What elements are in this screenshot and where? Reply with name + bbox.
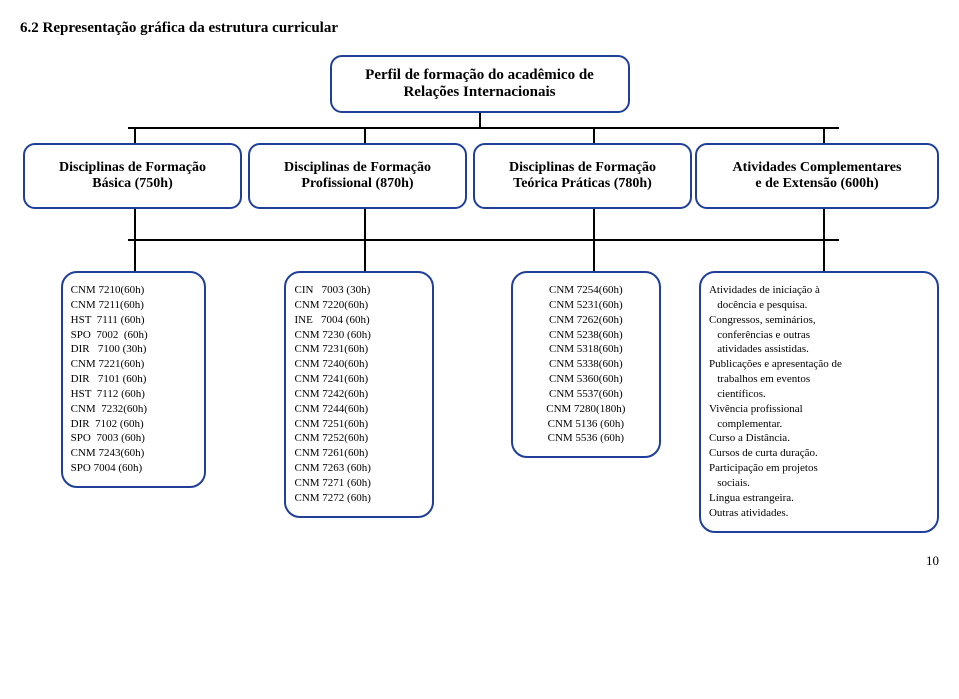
leaf-item: atividades assistidas. <box>709 342 929 357</box>
leaf-item: CNM 5338(60h) <box>521 357 651 372</box>
leaf-item: CNM 7272 (60h) <box>294 491 424 506</box>
leaf-item: CNM 7262(60h) <box>521 313 651 328</box>
leaf-item: complementar. <box>709 417 929 432</box>
connector-row <box>20 129 939 143</box>
leaf-item: CNM 5536 (60h) <box>521 431 651 446</box>
leaf-box-2: CNM 7254(60h)CNM 5231(60h)CNM 7262(60h)C… <box>511 271 661 458</box>
level2-row: Disciplinas de FormaçãoBásica (750h)Disc… <box>20 143 939 209</box>
leaf-item: CNM 7220(60h) <box>294 298 424 313</box>
section-title: 6.2 Representação gráfica da estrutura c… <box>20 20 939 37</box>
leaf-item: trabalhos em eventos <box>709 372 929 387</box>
connector <box>134 209 136 239</box>
leaf-item: CNM 7261(60h) <box>294 446 424 461</box>
leaf-item: CNM 5136 (60h) <box>521 417 651 432</box>
leaf-item: CNM 5318(60h) <box>521 342 651 357</box>
leaf-item: CNM 7230 (60h) <box>294 328 424 343</box>
leaf-item: CNM 7240(60h) <box>294 357 424 372</box>
level2-line2: Profissional (870h) <box>284 176 431 192</box>
leaf-item: CIN 7003 (30h) <box>294 283 424 298</box>
leaf-item: CNM 7241(60h) <box>294 372 424 387</box>
root-line2: Relações Internacionais <box>350 84 610 101</box>
leaf-item: conferências e outras <box>709 328 929 343</box>
leaf-item: CNM 7252(60h) <box>294 431 424 446</box>
leaf-item: Atividades de iniciação à <box>709 283 929 298</box>
leaf-row: CNM 7210(60h)CNM 7211(60h)HST 7111 (60h)… <box>20 271 939 533</box>
connector <box>134 129 136 143</box>
leaf-item: CNM 7232(60h) <box>71 402 196 417</box>
leaf-item: CNM 7231(60h) <box>294 342 424 357</box>
leaf-item: Língua estrangeira. <box>709 491 929 506</box>
connector <box>823 241 825 271</box>
leaf-item: HST 7112 (60h) <box>71 387 196 402</box>
connector-row <box>20 209 939 239</box>
leaf-item: DIR 7100 (30h) <box>71 342 196 357</box>
leaf-item: SPO 7003 (60h) <box>71 431 196 446</box>
leaf-item: Vivência profissional <box>709 402 929 417</box>
leaf-item: CNM 7271 (60h) <box>294 476 424 491</box>
leaf-item: SPO 7002 (60h) <box>71 328 196 343</box>
connector-row <box>20 241 939 271</box>
connector <box>593 129 595 143</box>
leaf-item: DIR 7102 (60h) <box>71 417 196 432</box>
leaf-item: Congressos, seminários, <box>709 313 929 328</box>
leaf-item: CNM 7263 (60h) <box>294 461 424 476</box>
leaf-item: CNM 7251(60h) <box>294 417 424 432</box>
level2-box-2: Disciplinas de FormaçãoTeórica Práticas … <box>473 143 692 209</box>
connector <box>593 241 595 271</box>
leaf-item: CNM 7243(60h) <box>71 446 196 461</box>
leaf-item: CNM 5537(60h) <box>521 387 651 402</box>
level2-line1: Disciplinas de Formação <box>509 160 656 176</box>
connector <box>823 209 825 239</box>
level2-line2: Teórica Práticas (780h) <box>509 176 656 192</box>
connector <box>20 127 939 129</box>
leaf-item: CNM 7244(60h) <box>294 402 424 417</box>
level2-line1: Atividades Complementares <box>733 160 902 176</box>
connector <box>823 129 825 143</box>
leaf-item: SPO 7004 (60h) <box>71 461 196 476</box>
leaf-box-0: CNM 7210(60h)CNM 7211(60h)HST 7111 (60h)… <box>61 271 206 488</box>
root-line1: Perfil de formação do acadêmico de <box>350 67 610 84</box>
leaf-item: CNM 7211(60h) <box>71 298 196 313</box>
connector <box>364 129 366 143</box>
leaf-item: científicos. <box>709 387 929 402</box>
connector <box>20 239 939 241</box>
connector <box>593 209 595 239</box>
level2-box-0: Disciplinas de FormaçãoBásica (750h) <box>23 143 242 209</box>
leaf-item: sociais. <box>709 476 929 491</box>
leaf-item: CNM 7242(60h) <box>294 387 424 402</box>
level2-line1: Disciplinas de Formação <box>284 160 431 176</box>
leaf-item: CNM 7254(60h) <box>521 283 651 298</box>
connector <box>364 209 366 239</box>
leaf-item: Participação em projetos <box>709 461 929 476</box>
root-box: Perfil de formação do acadêmico de Relaç… <box>330 55 630 113</box>
leaf-box-1: CIN 7003 (30h)CNM 7220(60h)INE 7004 (60h… <box>284 271 434 518</box>
leaf-item: Publicações e apresentação de <box>709 357 929 372</box>
connector <box>134 241 136 271</box>
level2-box-3: Atividades Complementarese de Extensão (… <box>695 143 939 209</box>
level2-line2: Básica (750h) <box>59 176 206 192</box>
leaf-item: CNM 7210(60h) <box>71 283 196 298</box>
leaf-item: DIR 7101 (60h) <box>71 372 196 387</box>
leaf-item: Outras atividades. <box>709 506 929 521</box>
leaf-item: Cursos de curta duração. <box>709 446 929 461</box>
leaf-item: CNM 5231(60h) <box>521 298 651 313</box>
level2-line2: e de Extensão (600h) <box>733 176 902 192</box>
leaf-item: INE 7004 (60h) <box>294 313 424 328</box>
level2-line1: Disciplinas de Formação <box>59 160 206 176</box>
leaf-item: CNM 5238(60h) <box>521 328 651 343</box>
connector <box>479 113 481 127</box>
leaf-box-3: Atividades de iniciação à docência e pes… <box>699 271 939 533</box>
leaf-item: CNM 7280(180h) <box>521 402 651 417</box>
leaf-item: CNM 7221(60h) <box>71 357 196 372</box>
page-number: 10 <box>20 553 939 569</box>
leaf-item: HST 7111 (60h) <box>71 313 196 328</box>
leaf-item: Curso a Distância. <box>709 431 929 446</box>
level2-box-1: Disciplinas de FormaçãoProfissional (870… <box>248 143 467 209</box>
leaf-item: docência e pesquisa. <box>709 298 929 313</box>
leaf-item: CNM 5360(60h) <box>521 372 651 387</box>
connector <box>364 241 366 271</box>
